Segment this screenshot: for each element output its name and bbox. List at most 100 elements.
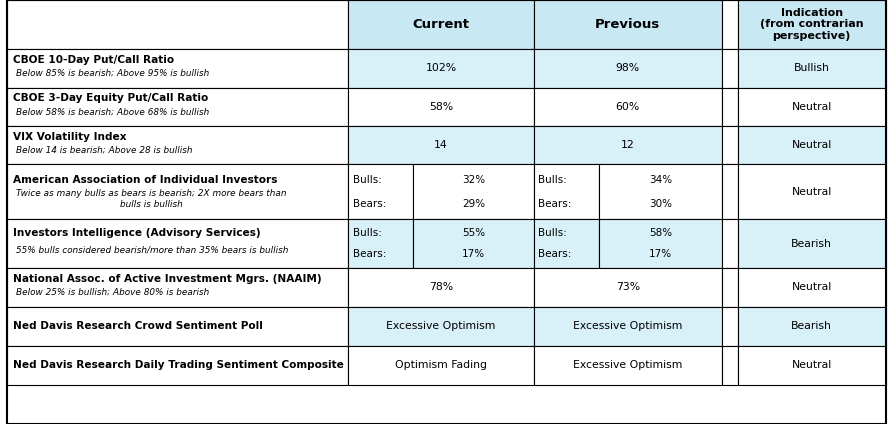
Bar xyxy=(7,307,348,346)
Text: Previous: Previous xyxy=(595,18,661,31)
Text: Below 14 is bearish; Above 28 is bullish: Below 14 is bearish; Above 28 is bullish xyxy=(16,145,193,154)
Text: Below 58% is bearish; Above 68% is bullish: Below 58% is bearish; Above 68% is bulli… xyxy=(16,107,209,116)
Text: 17%: 17% xyxy=(649,249,672,259)
Text: Neutral: Neutral xyxy=(791,187,832,197)
Bar xyxy=(534,126,722,164)
Bar xyxy=(7,88,348,126)
Bar xyxy=(722,268,738,307)
Text: 12: 12 xyxy=(621,140,635,150)
Bar xyxy=(534,0,722,49)
Text: VIX Volatility Index: VIX Volatility Index xyxy=(13,131,126,142)
Text: Bears:: Bears: xyxy=(538,199,572,209)
Text: Bears:: Bears: xyxy=(353,199,386,209)
Bar xyxy=(738,219,886,268)
Bar xyxy=(738,164,886,219)
Text: Below 85% is bearish; Above 95% is bullish: Below 85% is bearish; Above 95% is bulli… xyxy=(16,69,209,78)
Text: 32%: 32% xyxy=(463,175,485,184)
Bar xyxy=(348,307,534,346)
Text: Excessive Optimism: Excessive Optimism xyxy=(387,321,496,332)
Text: 30%: 30% xyxy=(649,199,672,209)
Text: Below 25% is bullish; Above 80% is bearish: Below 25% is bullish; Above 80% is beari… xyxy=(16,288,209,297)
Bar xyxy=(534,346,722,385)
Bar xyxy=(722,219,738,268)
Text: Neutral: Neutral xyxy=(791,102,832,112)
Bar xyxy=(348,126,534,164)
Bar xyxy=(7,0,348,49)
Text: CBOE 3-Day Equity Put/Call Ratio: CBOE 3-Day Equity Put/Call Ratio xyxy=(13,93,208,103)
Bar xyxy=(534,49,722,88)
Bar xyxy=(534,268,722,307)
Text: National Assoc. of Active Investment Mgrs. (NAAIM): National Assoc. of Active Investment Mgr… xyxy=(13,274,321,284)
Bar xyxy=(348,268,534,307)
Text: Bears:: Bears: xyxy=(538,249,572,259)
Bar xyxy=(7,219,348,268)
Bar xyxy=(348,0,534,49)
Text: Bulls:: Bulls: xyxy=(353,175,381,184)
Text: 14: 14 xyxy=(434,140,448,150)
Bar xyxy=(722,307,738,346)
Bar xyxy=(738,346,886,385)
Text: 98%: 98% xyxy=(615,63,640,73)
Text: Bullish: Bullish xyxy=(794,63,830,73)
Bar xyxy=(348,88,534,126)
Text: 55%: 55% xyxy=(463,228,485,238)
Bar xyxy=(738,49,886,88)
Bar xyxy=(599,219,722,268)
Text: Bulls:: Bulls: xyxy=(353,228,381,238)
Text: Indication
(from contrarian
perspective): Indication (from contrarian perspective) xyxy=(760,8,864,41)
Bar xyxy=(348,346,534,385)
Bar xyxy=(722,0,738,49)
Text: Bears:: Bears: xyxy=(353,249,386,259)
Text: 73%: 73% xyxy=(615,282,640,293)
Bar xyxy=(722,49,738,88)
Text: 34%: 34% xyxy=(649,175,672,184)
Text: CBOE 10-Day Put/Call Ratio: CBOE 10-Day Put/Call Ratio xyxy=(13,55,173,65)
Bar xyxy=(413,219,534,268)
Bar xyxy=(7,49,348,88)
Bar xyxy=(534,164,599,219)
Text: Excessive Optimism: Excessive Optimism xyxy=(573,321,682,332)
Text: Current: Current xyxy=(413,18,470,31)
Bar xyxy=(413,164,534,219)
Text: Twice as many bulls as bears is bearish; 2X more bears than
bulls is bullish: Twice as many bulls as bears is bearish;… xyxy=(16,189,287,209)
Bar xyxy=(348,49,534,88)
Bar xyxy=(7,126,348,164)
Bar xyxy=(7,346,348,385)
Bar xyxy=(738,0,886,49)
Text: Bearish: Bearish xyxy=(791,239,832,248)
Bar xyxy=(738,126,886,164)
Text: Neutral: Neutral xyxy=(791,360,832,371)
Text: 58%: 58% xyxy=(429,102,454,112)
Text: 58%: 58% xyxy=(649,228,672,238)
Bar xyxy=(722,88,738,126)
Bar xyxy=(7,268,348,307)
Text: 17%: 17% xyxy=(463,249,485,259)
Text: 29%: 29% xyxy=(463,199,485,209)
Text: Bulls:: Bulls: xyxy=(538,175,567,184)
Text: Optimism Fading: Optimism Fading xyxy=(395,360,488,371)
Bar xyxy=(722,346,738,385)
Text: 78%: 78% xyxy=(429,282,454,293)
Bar xyxy=(738,307,886,346)
Text: Excessive Optimism: Excessive Optimism xyxy=(573,360,682,371)
Bar xyxy=(599,164,722,219)
Text: Ned Davis Research Daily Trading Sentiment Composite: Ned Davis Research Daily Trading Sentime… xyxy=(13,360,344,371)
Text: Neutral: Neutral xyxy=(791,140,832,150)
Bar xyxy=(722,164,738,219)
Text: 60%: 60% xyxy=(615,102,640,112)
Bar xyxy=(738,88,886,126)
Text: 102%: 102% xyxy=(426,63,456,73)
Text: American Association of Individual Investors: American Association of Individual Inves… xyxy=(13,175,277,184)
Bar xyxy=(722,126,738,164)
Text: Ned Davis Research Crowd Sentiment Poll: Ned Davis Research Crowd Sentiment Poll xyxy=(13,321,263,332)
Bar xyxy=(348,219,413,268)
Bar xyxy=(7,164,348,219)
Text: 55% bulls considered bearish/more than 35% bears is bullish: 55% bulls considered bearish/more than 3… xyxy=(16,245,288,254)
Bar xyxy=(534,88,722,126)
Text: Bearish: Bearish xyxy=(791,321,832,332)
Text: Neutral: Neutral xyxy=(791,282,832,293)
Bar xyxy=(534,219,599,268)
Text: Bulls:: Bulls: xyxy=(538,228,567,238)
Bar xyxy=(738,268,886,307)
Bar xyxy=(534,307,722,346)
